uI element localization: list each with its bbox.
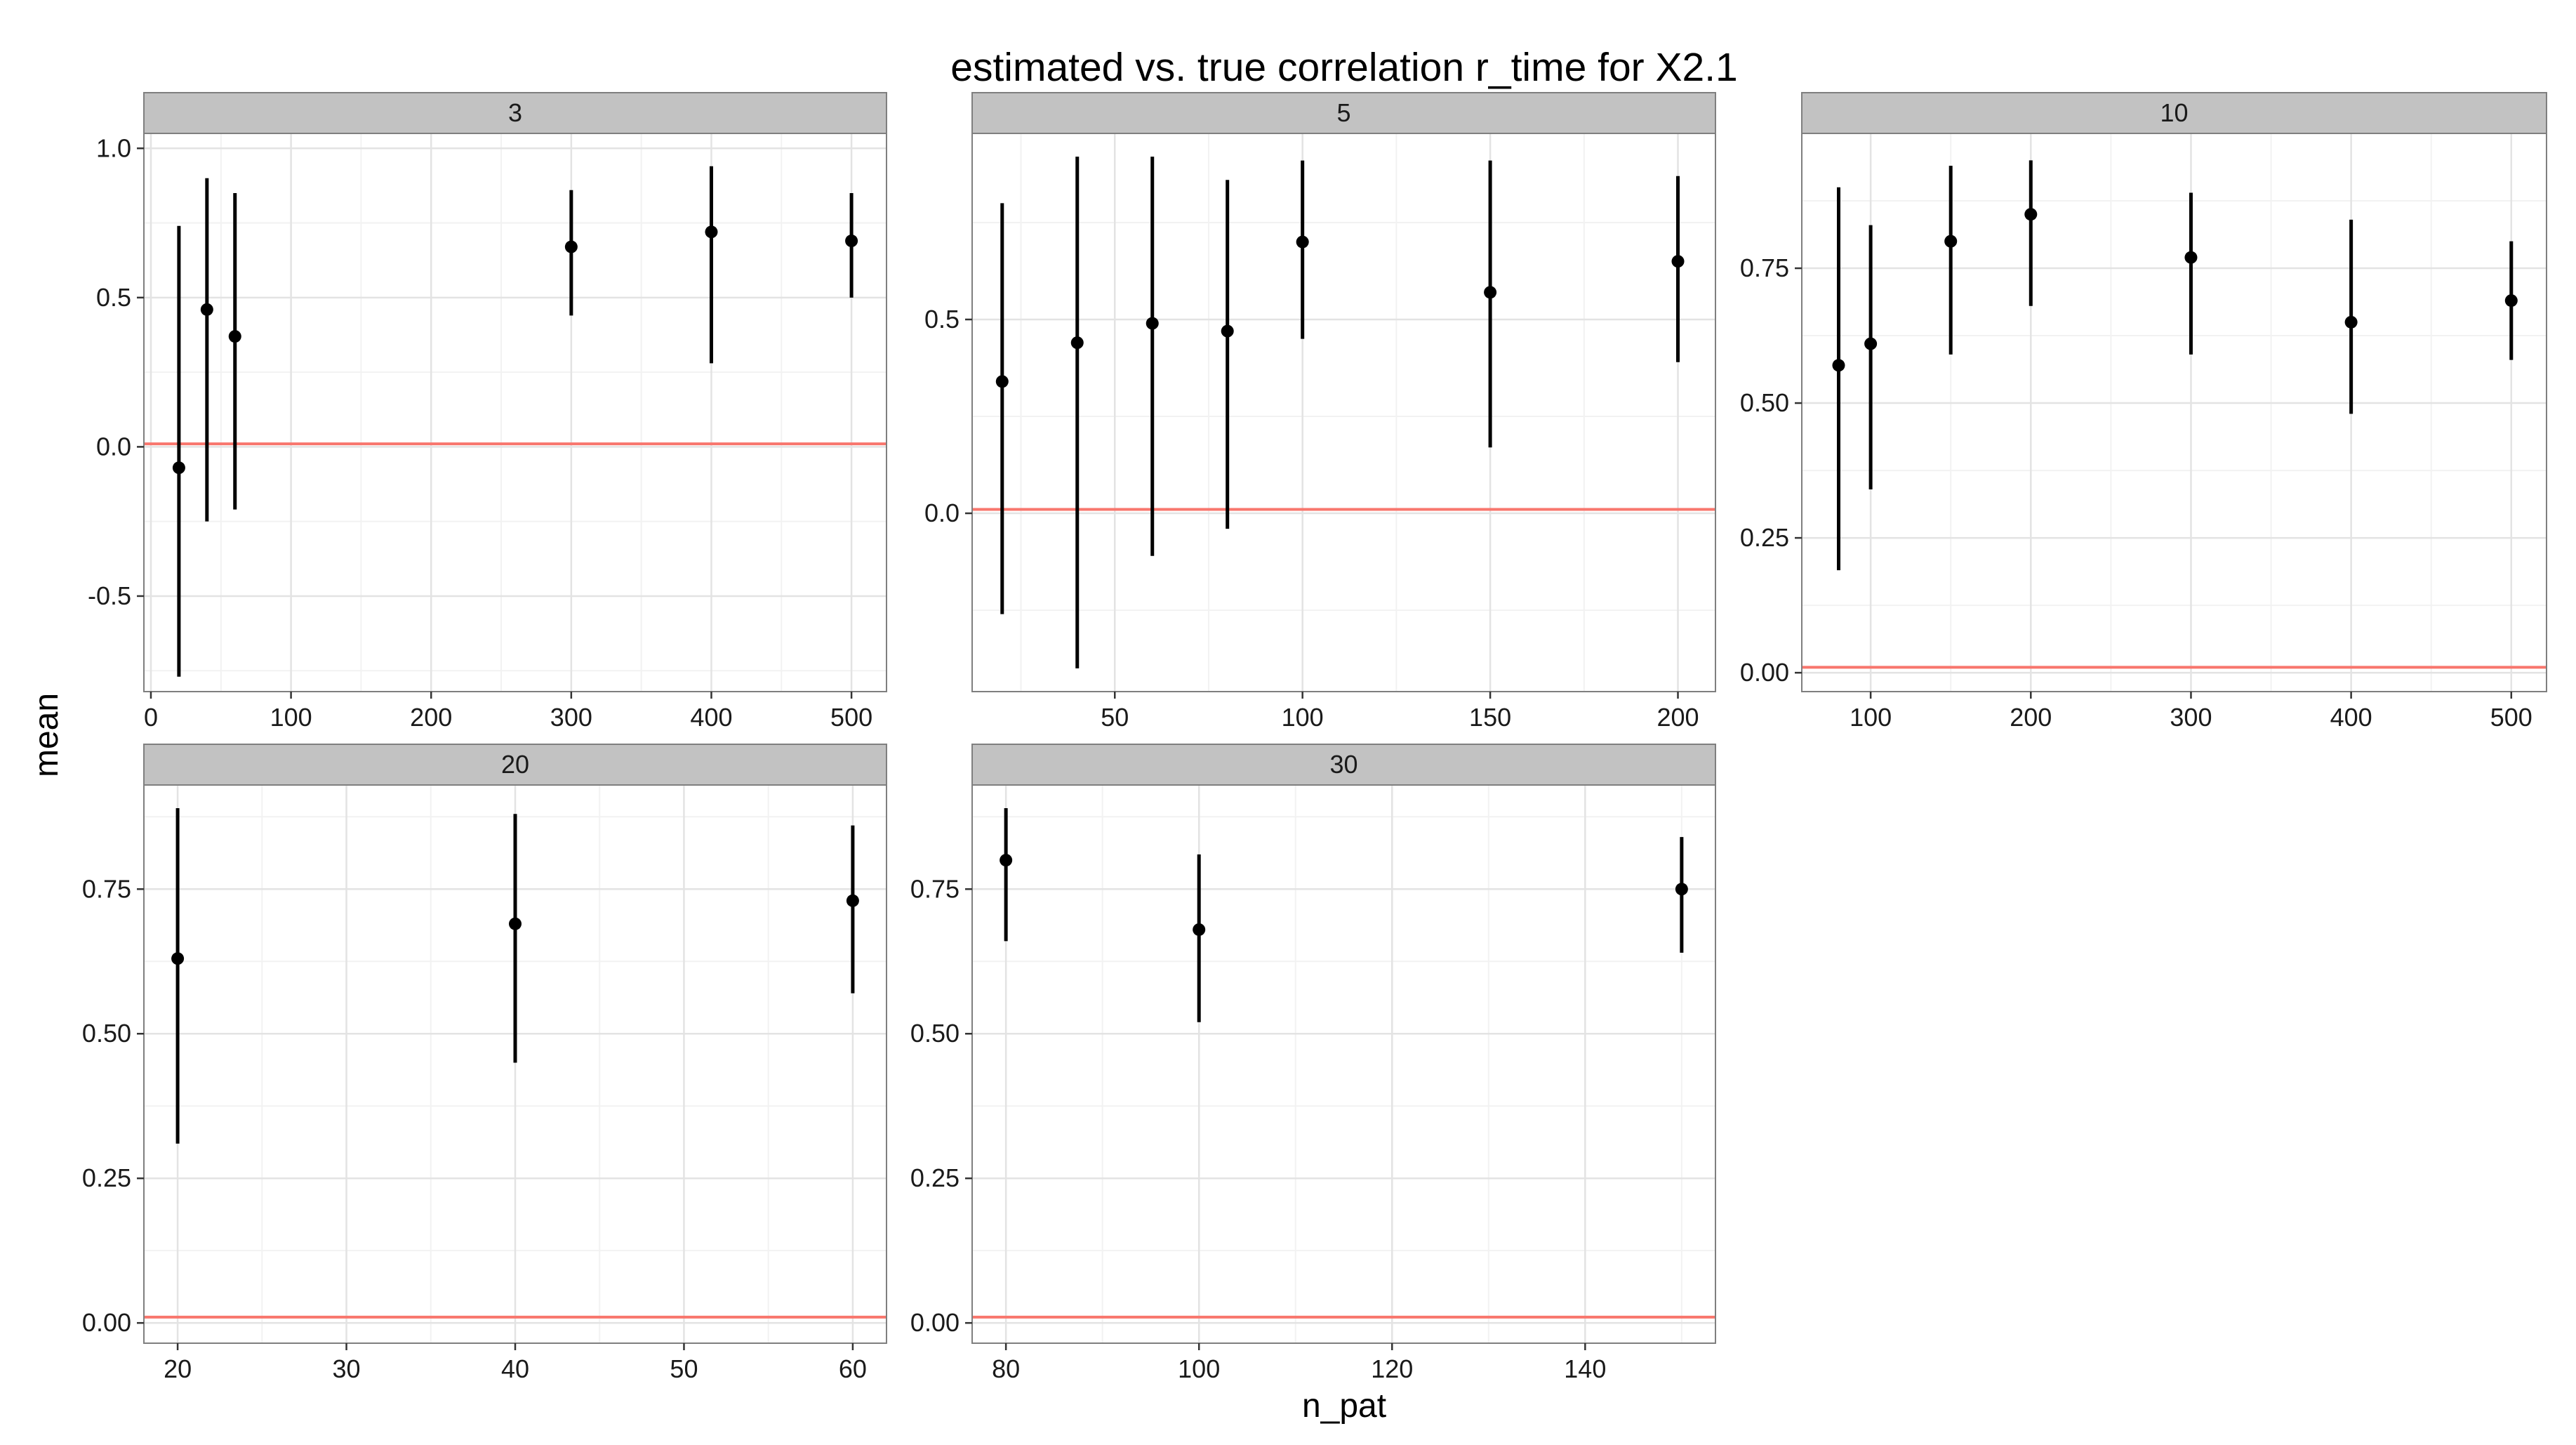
data-point <box>172 461 185 475</box>
facet-strip-label: 30 <box>1329 750 1357 779</box>
data-point <box>2344 315 2358 329</box>
x-tick-label: 300 <box>550 703 592 732</box>
data-point <box>509 917 522 930</box>
data-point <box>995 375 1009 388</box>
y-tick-label: 0.00 <box>910 1308 960 1337</box>
y-tick-label: 0.25 <box>910 1163 960 1192</box>
data-point <box>2184 251 2198 264</box>
x-tick-label: 400 <box>2330 703 2372 732</box>
data-point <box>845 235 858 248</box>
x-tick-label: 150 <box>1469 703 1511 732</box>
panel-background <box>1802 133 2547 692</box>
panel-border <box>971 133 1716 692</box>
x-tick-label: 300 <box>2170 703 2212 732</box>
y-tick-label: 0.50 <box>1740 388 1789 417</box>
x-tick-label: 50 <box>670 1354 698 1383</box>
y-tick-label: 0.00 <box>1740 658 1789 687</box>
facet-strip-label: 5 <box>1336 98 1350 127</box>
facet-panel-5: 5 50 100 150 200 0.0 0.5 <box>924 92 1716 732</box>
facet-panel-3: 3 0 100 200 300 400 500 -0.5 0.0 0.5 1.0 <box>88 92 887 732</box>
y-tick-label: -0.5 <box>88 581 131 610</box>
facet-strip-label: 10 <box>2160 98 2188 127</box>
data-point <box>2024 208 2038 221</box>
data-point <box>705 225 718 239</box>
data-point <box>2504 294 2518 308</box>
x-tick-label: 500 <box>830 703 872 732</box>
y-axis-title: mean <box>28 693 65 777</box>
y-tick-label: 0.25 <box>1740 523 1789 552</box>
y-tick-label: 0.5 <box>924 305 960 334</box>
y-tick-label: 0.50 <box>910 1019 960 1048</box>
facet-strip <box>1801 92 2547 134</box>
x-tick-label: 100 <box>1282 703 1324 732</box>
y-tick-label: 0.0 <box>96 432 131 461</box>
chart-title: estimated vs. true correlation r_time fo… <box>950 45 1737 90</box>
x-tick-label: 80 <box>992 1354 1020 1383</box>
x-tick-label: 20 <box>164 1354 192 1383</box>
data-point <box>1944 235 1958 248</box>
y-tick-label: 0.5 <box>96 283 131 312</box>
x-tick-label: 200 <box>410 703 452 732</box>
panel-border <box>971 784 1716 1344</box>
x-tick-label: 100 <box>1850 703 1892 732</box>
data-point <box>1864 337 1878 350</box>
y-tick-label: 0.75 <box>910 874 960 903</box>
x-tick-label: 140 <box>1564 1354 1606 1383</box>
panel-border <box>1801 133 2547 692</box>
x-tick-label: 50 <box>1101 703 1129 732</box>
facet-strip-label: 20 <box>501 750 529 779</box>
facet-panel-30: 30 80 100 120 140 0.00 0.25 0.50 0.75 <box>910 744 1716 1383</box>
data-point <box>1146 317 1159 330</box>
data-point <box>1671 255 1685 268</box>
y-tick-label: 0.75 <box>82 874 131 903</box>
panel-border <box>143 133 887 692</box>
panel-background <box>144 133 887 692</box>
y-tick-label: 0.0 <box>924 499 960 527</box>
data-point <box>228 330 241 343</box>
x-tick-label: 0 <box>144 703 158 732</box>
x-tick-label: 400 <box>690 703 732 732</box>
x-tick-label: 60 <box>839 1354 867 1383</box>
data-point <box>1070 336 1084 350</box>
panel-background <box>972 133 1715 692</box>
y-tick-label: 0.25 <box>82 1163 131 1192</box>
facet-strip-label: 3 <box>508 98 522 127</box>
data-point <box>1675 883 1688 896</box>
facet-strip <box>971 744 1716 786</box>
y-tick-label: 0.75 <box>1740 253 1789 282</box>
x-tick-label: 100 <box>270 703 312 732</box>
x-tick-label: 30 <box>333 1354 361 1383</box>
facet-panel-20: 20 20 30 40 50 60 0.00 0.25 0.50 0.75 <box>82 744 887 1383</box>
y-tick-label: 0.50 <box>82 1019 131 1048</box>
data-point <box>564 240 578 253</box>
data-point <box>171 952 185 965</box>
y-tick-label: 1.0 <box>96 133 131 162</box>
data-point <box>1193 923 1206 936</box>
x-tick-label: 100 <box>1178 1354 1220 1383</box>
facet-strip <box>143 744 887 786</box>
facet-strip <box>143 92 887 134</box>
data-point <box>1000 854 1013 867</box>
data-point <box>1484 286 1497 299</box>
data-point <box>846 894 859 907</box>
x-tick-label: 500 <box>2490 703 2532 732</box>
panel-background <box>972 785 1715 1343</box>
x-tick-label: 200 <box>2010 703 2052 732</box>
x-tick-label: 200 <box>1657 703 1699 732</box>
data-point <box>1832 359 1845 372</box>
y-tick-label: 0.00 <box>82 1308 131 1337</box>
facet-panel-10: 10 100 200 300 400 500 0.00 0.25 0.50 0.75 <box>1740 92 2547 732</box>
data-point <box>1221 324 1234 338</box>
x-tick-label: 120 <box>1371 1354 1413 1383</box>
x-tick-label: 40 <box>501 1354 529 1383</box>
data-point <box>200 303 213 316</box>
x-axis-title: n_pat <box>1302 1387 1386 1425</box>
data-point <box>1296 235 1309 249</box>
